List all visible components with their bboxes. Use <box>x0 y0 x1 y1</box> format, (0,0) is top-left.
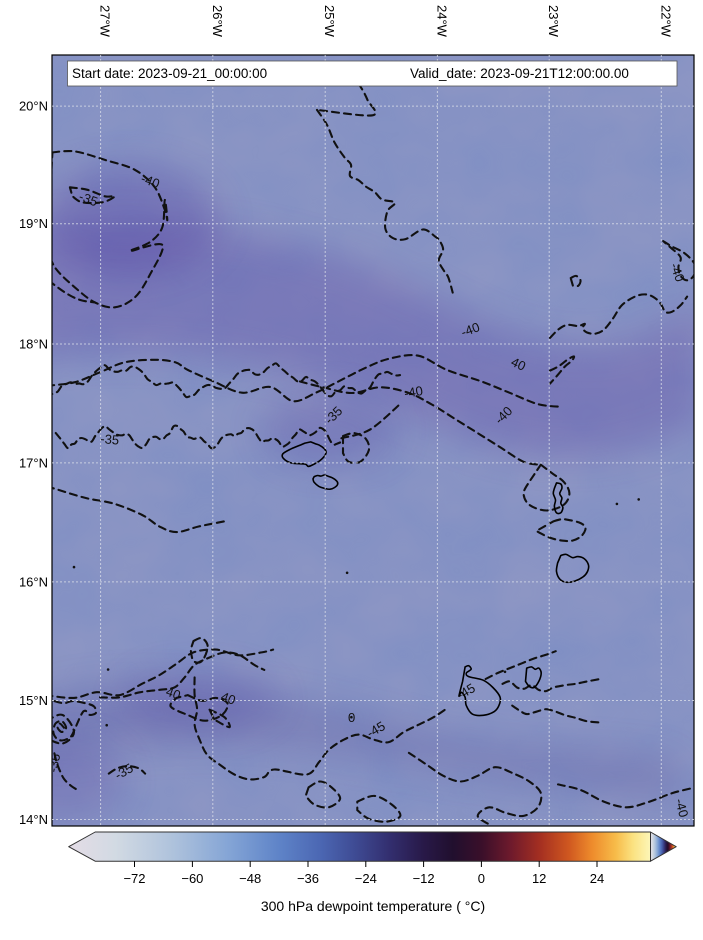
svg-text:Valid_date: 2023-09-21T12:00:0: Valid_date: 2023-09-21T12:00:00.00 <box>410 66 629 81</box>
svg-text:23°W: 23°W <box>546 5 561 38</box>
svg-text:0: 0 <box>348 710 355 725</box>
svg-text:−24: −24 <box>355 871 377 886</box>
svg-text:14°N: 14°N <box>19 812 48 827</box>
svg-text:24°W: 24°W <box>434 5 449 38</box>
svg-text:−60: −60 <box>181 871 203 886</box>
svg-text:Start date: 2023-09-21_00:00:0: Start date: 2023-09-21_00:00:00 <box>72 66 267 81</box>
svg-text:16°N: 16°N <box>19 574 48 589</box>
svg-text:20°N: 20°N <box>19 99 48 114</box>
svg-text:12: 12 <box>532 871 546 886</box>
svg-text:0: 0 <box>478 871 485 886</box>
svg-text:−48: −48 <box>239 871 261 886</box>
svg-text:19°N: 19°N <box>19 216 48 231</box>
svg-text:22°W: 22°W <box>658 5 673 38</box>
svg-text:15°N: 15°N <box>19 693 48 708</box>
svg-text:26°W: 26°W <box>210 5 225 38</box>
svg-text:-35: -35 <box>100 431 120 448</box>
svg-text:18°N: 18°N <box>19 336 48 351</box>
svg-text:17°N: 17°N <box>19 455 48 470</box>
svg-text:−72: −72 <box>123 871 145 886</box>
svg-text:25°W: 25°W <box>322 5 337 38</box>
svg-text:300 hPa dewpoint temperature (: 300 hPa dewpoint temperature ( °C) <box>261 898 485 914</box>
svg-text:−12: −12 <box>413 871 435 886</box>
svg-text:−36: −36 <box>297 871 319 886</box>
svg-text:27°W: 27°W <box>98 5 113 38</box>
svg-text:24: 24 <box>590 871 604 886</box>
